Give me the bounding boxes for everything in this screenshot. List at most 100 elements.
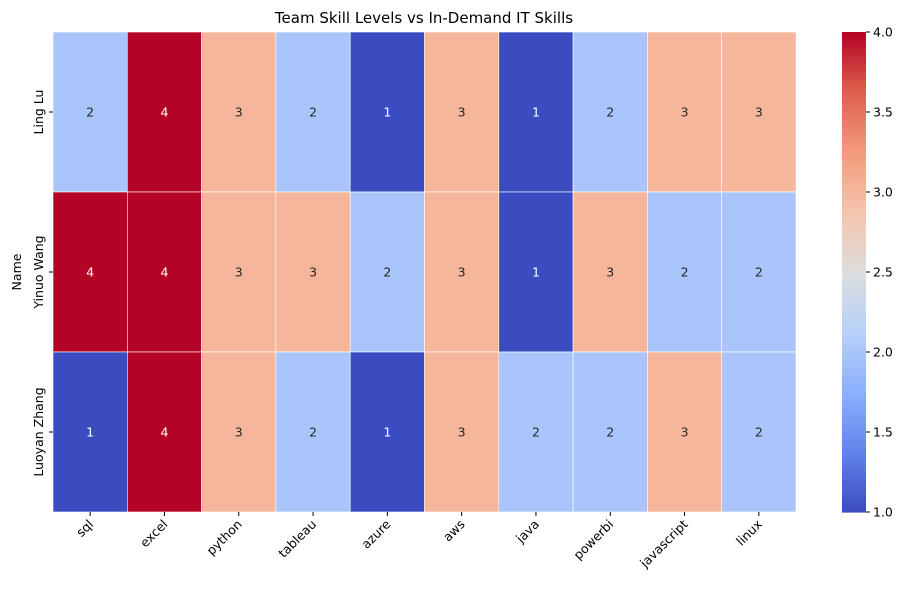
cell-value-label: 3 bbox=[235, 105, 243, 120]
colorbar-segment bbox=[842, 360, 866, 365]
heatmap-cell bbox=[52, 31, 128, 193]
colorbar-tick-label: 4.0 bbox=[873, 25, 893, 40]
colorbar-segment bbox=[842, 440, 866, 445]
colorbar-segment bbox=[842, 324, 866, 329]
heatmap-cell bbox=[127, 191, 202, 353]
colorbar-segment bbox=[842, 44, 866, 49]
colorbar-segment bbox=[842, 348, 866, 353]
x-tick-label: aws bbox=[440, 517, 468, 545]
heatmap-cell bbox=[127, 351, 202, 513]
cell-value-label: 2 bbox=[309, 425, 317, 440]
cell-value-label: 3 bbox=[755, 105, 763, 120]
heatmap-cell bbox=[498, 191, 574, 353]
cell-value-label: 2 bbox=[606, 425, 614, 440]
colorbar-segment bbox=[842, 352, 866, 357]
colorbar-segment bbox=[842, 456, 866, 461]
colorbar-segment bbox=[842, 340, 866, 345]
colorbar-segment bbox=[842, 248, 866, 253]
colorbar-segment bbox=[842, 336, 866, 341]
heatmap-cell bbox=[127, 31, 202, 193]
colorbar-segment bbox=[842, 424, 866, 429]
colorbar-segment bbox=[842, 196, 866, 201]
cell-value-label: 2 bbox=[532, 425, 540, 440]
colorbar-segment bbox=[842, 416, 866, 421]
colorbar-segment bbox=[842, 304, 866, 309]
colorbar-segment bbox=[842, 444, 866, 449]
colorbar-segment bbox=[842, 476, 866, 481]
colorbar-segment bbox=[842, 320, 866, 325]
heatmap-cell bbox=[647, 191, 723, 353]
cell-value-label: 1 bbox=[383, 105, 391, 120]
colorbar-segment bbox=[842, 116, 866, 121]
colorbar-segment bbox=[842, 448, 866, 453]
colorbar-segment bbox=[842, 392, 866, 397]
heatmap-cell bbox=[275, 31, 351, 193]
colorbar-segment bbox=[842, 472, 866, 477]
colorbar-segment bbox=[842, 156, 866, 161]
colorbar-segment bbox=[842, 460, 866, 465]
colorbar-segment bbox=[842, 364, 866, 369]
cell-value-label: 3 bbox=[681, 425, 689, 440]
heatmap-cell bbox=[275, 191, 351, 353]
colorbar-segment bbox=[842, 56, 866, 61]
heatmap-cell bbox=[572, 351, 648, 513]
heatmap-cell bbox=[349, 31, 425, 193]
colorbar-segment bbox=[842, 500, 866, 505]
x-tick-label: sql bbox=[73, 517, 96, 540]
colorbar-segment bbox=[842, 400, 866, 405]
colorbar-tick-label: 1.0 bbox=[873, 505, 893, 520]
x-tick-label: java bbox=[512, 517, 542, 547]
colorbar-segment bbox=[842, 84, 866, 89]
x-tick-label: powerbi bbox=[570, 517, 616, 563]
chart-title: Team Skill Levels vs In-Demand IT Skills bbox=[274, 9, 573, 27]
cell-value-label: 2 bbox=[606, 105, 614, 120]
colorbar-segment bbox=[842, 148, 866, 153]
cell-value-label: 3 bbox=[606, 265, 614, 280]
colorbar-segment bbox=[842, 132, 866, 137]
colorbar-segment bbox=[842, 308, 866, 313]
colorbar-segment bbox=[842, 212, 866, 217]
colorbar-segment bbox=[842, 64, 866, 69]
colorbar-segment bbox=[842, 488, 866, 493]
x-tick-label: javascript bbox=[636, 516, 691, 571]
colorbar-segment bbox=[842, 384, 866, 389]
colorbar-segment bbox=[842, 180, 866, 185]
colorbar-segment bbox=[842, 368, 866, 373]
heatmap-cell bbox=[498, 31, 574, 193]
colorbar-segment bbox=[842, 32, 866, 37]
heatmap-cell bbox=[721, 31, 797, 193]
y-tick-label: Yinuo Wang bbox=[31, 235, 46, 309]
x-tick-label: python bbox=[203, 517, 245, 559]
colorbar-segment bbox=[842, 280, 866, 285]
colorbar-segment bbox=[842, 380, 866, 385]
colorbar-segment bbox=[842, 296, 866, 301]
colorbar-segment bbox=[842, 292, 866, 297]
heatmap-cell bbox=[572, 31, 648, 193]
cell-value-label: 3 bbox=[235, 425, 243, 440]
colorbar-segment bbox=[842, 388, 866, 393]
cell-value-label: 3 bbox=[681, 105, 689, 120]
colorbar-segment bbox=[842, 92, 866, 97]
cell-value-label: 3 bbox=[458, 265, 466, 280]
colorbar-segment bbox=[842, 404, 866, 409]
colorbar-segment bbox=[842, 288, 866, 293]
colorbar-tick-label: 2.0 bbox=[873, 345, 893, 360]
cell-value-label: 2 bbox=[309, 105, 317, 120]
colorbar-segment bbox=[842, 344, 866, 349]
colorbar-segment bbox=[842, 496, 866, 501]
cell-value-label: 1 bbox=[532, 265, 540, 280]
heatmap-cell bbox=[721, 351, 797, 513]
colorbar-segment bbox=[842, 140, 866, 145]
cell-value-label: 2 bbox=[383, 265, 391, 280]
colorbar-segment bbox=[842, 104, 866, 109]
colorbar-segment bbox=[842, 192, 866, 197]
heatmap-cell bbox=[52, 351, 128, 513]
heatmap-cell bbox=[349, 351, 425, 513]
colorbar-segment bbox=[842, 168, 866, 173]
colorbar-segment bbox=[842, 396, 866, 401]
colorbar-segment bbox=[842, 228, 866, 233]
colorbar-segment bbox=[842, 316, 866, 321]
colorbar-segment bbox=[842, 136, 866, 141]
heatmap-cell bbox=[498, 351, 574, 513]
heatmap-cell bbox=[721, 191, 797, 353]
